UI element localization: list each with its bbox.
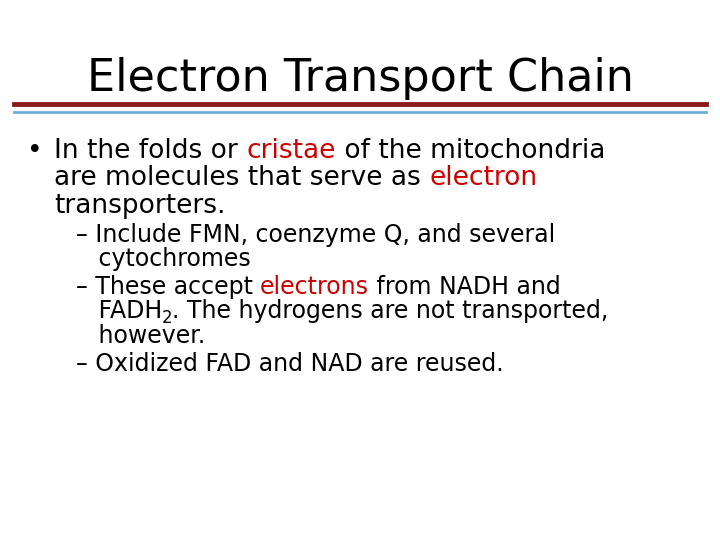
Text: of the mitochondria: of the mitochondria (336, 138, 605, 164)
Text: electron: electron (429, 165, 537, 191)
Text: cristae: cristae (246, 138, 336, 164)
Text: – Include FMN, coenzyme Q, and several: – Include FMN, coenzyme Q, and several (76, 222, 555, 247)
Text: •: • (27, 138, 43, 164)
Text: 2: 2 (162, 309, 172, 327)
Text: transporters.: transporters. (54, 193, 225, 219)
Text: – Oxidized FAD and NAD are reused.: – Oxidized FAD and NAD are reused. (76, 352, 503, 376)
Text: FADH: FADH (76, 300, 162, 323)
Text: however.: however. (76, 324, 205, 348)
Text: . The hydrogens are not transported,: . The hydrogens are not transported, (172, 300, 608, 323)
Text: Electron Transport Chain: Electron Transport Chain (86, 57, 634, 100)
Text: electrons: electrons (260, 275, 369, 299)
Text: from NADH and: from NADH and (369, 275, 561, 299)
Text: are molecules that serve as: are molecules that serve as (54, 165, 429, 191)
Text: In the folds or: In the folds or (54, 138, 246, 164)
Text: cytochromes: cytochromes (76, 247, 251, 271)
Text: – These accept: – These accept (76, 275, 260, 299)
